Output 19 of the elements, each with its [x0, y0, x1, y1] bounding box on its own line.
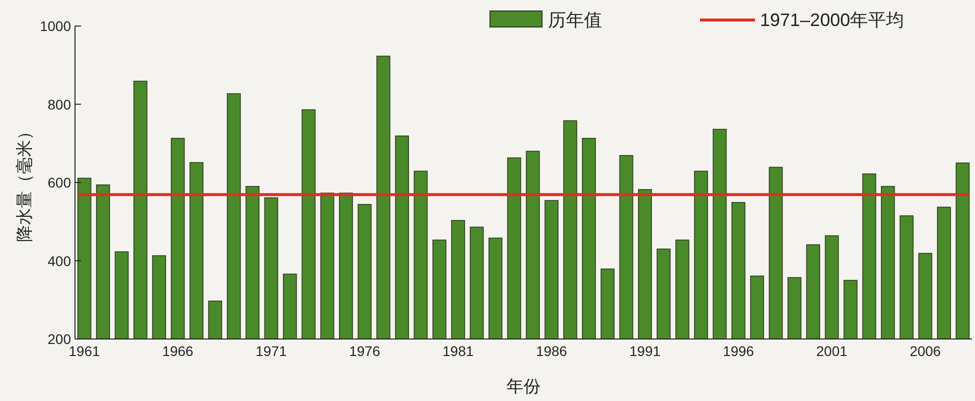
x-tick-label: 1976: [349, 343, 380, 359]
x-tick-label: 2006: [910, 343, 942, 359]
x-tick-label: 1966: [162, 343, 194, 359]
y-tick-label: 600: [48, 174, 72, 190]
x-tick-label: 1986: [536, 343, 568, 359]
y-tick-label: 1000: [40, 18, 72, 34]
x-tick-label: 2001: [816, 343, 848, 359]
y-tick-label: 400: [48, 252, 72, 269]
x-axis-title: 年份: [506, 377, 540, 396]
y-axis-title: 降水量（毫米）: [15, 123, 34, 242]
x-tick-label: 1961: [68, 343, 100, 359]
y-tick-label: 200: [48, 331, 72, 347]
legend-label: 1971–2000年平均: [760, 10, 904, 30]
y-tick-label: 800: [48, 96, 72, 112]
x-tick-label: 1981: [442, 343, 474, 359]
x-tick-label: 1991: [629, 343, 661, 359]
legend-label: 历年值: [548, 10, 602, 30]
x-tick-label: 1971: [256, 343, 287, 359]
x-tick-label: 1996: [722, 343, 754, 359]
